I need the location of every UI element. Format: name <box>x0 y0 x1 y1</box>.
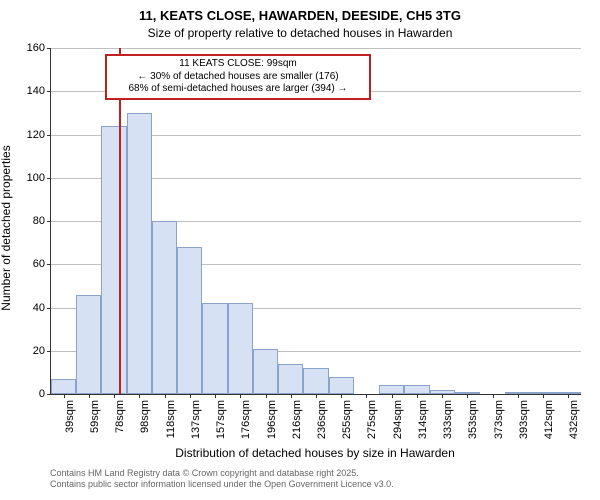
xtick-mark <box>266 394 267 398</box>
ytick-mark <box>47 135 51 136</box>
xtick-label: 157sqm <box>215 400 227 439</box>
histogram-bar <box>278 364 303 394</box>
ytick-mark <box>47 308 51 309</box>
ytick-mark <box>47 394 51 395</box>
chart-title: 11, KEATS CLOSE, HAWARDEN, DEESIDE, CH5 … <box>0 8 600 23</box>
xtick-mark <box>341 394 342 398</box>
histogram-bar <box>303 368 328 394</box>
ytick-label: 160 <box>27 42 45 54</box>
xtick-label: 236sqm <box>316 400 328 439</box>
histogram-bar <box>51 379 76 394</box>
xtick-label: 333sqm <box>442 400 454 439</box>
histogram-bar <box>379 385 404 394</box>
ytick-label: 100 <box>27 172 45 184</box>
ytick-label: 60 <box>33 258 45 270</box>
ytick-mark <box>47 178 51 179</box>
annotation-line: ← 30% of detached houses are smaller (17… <box>113 71 363 84</box>
ytick-mark <box>47 48 51 49</box>
xtick-mark <box>64 394 65 398</box>
histogram-bar <box>329 377 354 394</box>
ytick-label: 120 <box>27 129 45 141</box>
ytick-mark <box>47 221 51 222</box>
histogram-bar <box>404 385 429 394</box>
histogram-bar <box>177 247 202 394</box>
footer-attribution: Contains HM Land Registry data © Crown c… <box>50 468 394 491</box>
annotation-line: 11 KEATS CLOSE: 99sqm <box>113 58 363 71</box>
xtick-mark <box>215 394 216 398</box>
xtick-mark <box>493 394 494 398</box>
xtick-label: 59sqm <box>89 400 101 433</box>
property-marker-line <box>119 48 121 394</box>
ytick-mark <box>47 91 51 92</box>
xtick-mark <box>366 394 367 398</box>
histogram-bar <box>228 303 253 394</box>
histogram-chart: 11, KEATS CLOSE, HAWARDEN, DEESIDE, CH5 … <box>0 0 600 500</box>
xtick-label: 353sqm <box>467 400 479 439</box>
gridline <box>51 48 581 49</box>
xtick-label: 118sqm <box>165 400 177 438</box>
histogram-bar <box>76 295 101 394</box>
xtick-label: 294sqm <box>392 400 404 439</box>
plot-area: 02040608010012014016039sqm59sqm78sqm98sq… <box>50 48 581 395</box>
xtick-mark <box>392 394 393 398</box>
xtick-mark <box>543 394 544 398</box>
xtick-mark <box>240 394 241 398</box>
xtick-label: 275sqm <box>366 400 378 439</box>
xtick-label: 137sqm <box>190 400 202 439</box>
ytick-label: 20 <box>33 345 45 357</box>
xtick-mark <box>467 394 468 398</box>
xtick-label: 373sqm <box>493 400 505 439</box>
xtick-label: 255sqm <box>341 400 353 439</box>
footer-line1: Contains HM Land Registry data © Crown c… <box>50 468 394 479</box>
ytick-label: 0 <box>39 388 45 400</box>
histogram-bar <box>202 303 227 394</box>
histogram-bar <box>152 221 177 394</box>
ytick-label: 40 <box>33 302 45 314</box>
xtick-mark <box>568 394 569 398</box>
xtick-label: 176sqm <box>240 400 252 439</box>
chart-subtitle: Size of property relative to detached ho… <box>0 26 600 40</box>
y-axis-label: Number of detached properties <box>0 55 13 401</box>
xtick-mark <box>417 394 418 398</box>
xtick-label: 196sqm <box>266 400 278 439</box>
annotation-box: 11 KEATS CLOSE: 99sqm← 30% of detached h… <box>105 54 371 100</box>
ytick-label: 80 <box>33 215 45 227</box>
xtick-mark <box>139 394 140 398</box>
footer-line2: Contains public sector information licen… <box>50 479 394 490</box>
ytick-mark <box>47 351 51 352</box>
histogram-bar <box>253 349 278 394</box>
xtick-mark <box>190 394 191 398</box>
xtick-mark <box>291 394 292 398</box>
ytick-label: 140 <box>27 85 45 97</box>
xtick-label: 216sqm <box>291 400 303 439</box>
xtick-label: 432sqm <box>568 400 580 439</box>
histogram-bar <box>101 126 126 394</box>
xtick-mark <box>114 394 115 398</box>
xtick-mark <box>316 394 317 398</box>
x-axis-label: Distribution of detached houses by size … <box>50 446 580 460</box>
xtick-mark <box>89 394 90 398</box>
xtick-label: 412sqm <box>543 400 555 439</box>
xtick-label: 314sqm <box>417 400 429 439</box>
xtick-label: 98sqm <box>139 400 151 433</box>
xtick-label: 39sqm <box>64 400 76 433</box>
annotation-line: 68% of semi-detached houses are larger (… <box>113 83 363 96</box>
ytick-mark <box>47 264 51 265</box>
xtick-mark <box>518 394 519 398</box>
xtick-mark <box>442 394 443 398</box>
xtick-label: 78sqm <box>114 400 126 433</box>
xtick-label: 393sqm <box>518 400 530 439</box>
xtick-mark <box>165 394 166 398</box>
histogram-bar <box>127 113 152 394</box>
